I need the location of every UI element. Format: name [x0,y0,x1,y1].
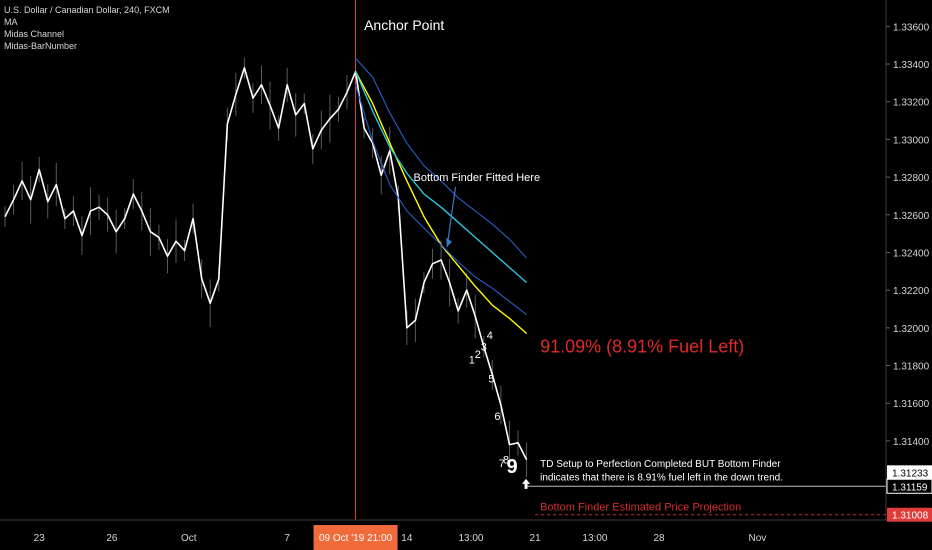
x-tick-label: Oct [181,533,197,544]
series-line-midas-lower [355,84,527,316]
td-bar-number: 5 [488,373,494,385]
annotation-arrowhead [446,237,453,247]
x-tick-label: 28 [654,533,666,544]
up-arrow-icon [522,478,531,489]
x-tick-label: 14 [401,533,413,544]
y-tick-label: 1.33000 [893,135,930,146]
y-tick-label: 1.32600 [893,211,930,222]
y-tick-label: 1.31400 [893,437,930,448]
x-tick-label: 13:00 [458,533,483,544]
y-tick-label: 1.33400 [893,60,930,71]
td-bar-number: 7 [499,458,505,470]
td-bar-number: 6 [494,411,500,423]
price-label-box [886,478,932,494]
y-tick-label: 1.32200 [893,286,930,297]
annotation-projection: Bottom Finder Estimated Price Projection [540,502,741,514]
td-bar-number: 9 [506,456,517,478]
annotation-arrow [446,186,457,247]
annotation-anchor-point: Anchor Point [364,17,444,33]
legend-indicator-ma: MA [4,17,18,27]
price-label-text: 1.31008 [892,511,929,522]
legend-indicator-bar-number: Midas-BarNumber [4,41,78,51]
series-line-price [4,67,528,461]
annotations-layer: 1 234 5 6 789 Anchor Point Bottom Finder Fitte… [364,17,783,513]
annotation-td-setup-1: TD Setup to Perfection Completed BUT Bot… [540,459,781,470]
price-label-box [887,465,932,480]
price-label-text: 1.31233 [892,468,929,479]
legend-indicator-midas-channel: Midas Channel [4,29,65,39]
series-line-midas-center [354,71,528,284]
td-bar-number: 8 [503,454,509,466]
td-bar-number: 2 [475,349,481,361]
y-tick-label: 1.33200 [893,98,930,109]
price-label-box [887,507,932,522]
td-bar-number: 3 [481,341,487,353]
y-tick-label: 1.31800 [893,362,930,373]
x-highlight-label: 09 Oct '19 21:00 [319,533,393,544]
x-tick-label: 23 [34,533,46,544]
x-tick-label: 21 [530,533,542,544]
annotation-td-setup-2: indicates that there is 8.91% fuel left … [540,472,783,483]
x-tick-label: 7 [284,533,290,544]
x-tick-label: 13:00 [582,533,607,544]
lines-layer [4,0,886,520]
series-line-midas-upper [355,58,528,259]
td-bar-number: 1 [469,355,475,367]
y-tick-label: 1.32800 [893,173,930,184]
y-tick-label: 1.33600 [893,22,930,33]
y-tick-label: 1.31600 [893,399,930,410]
td-bar-number: 4 [487,330,493,342]
legend-symbol: U.S. Dollar / Canadian Dollar, 240, FXCM [4,5,170,15]
x-tick-label: 26 [106,533,118,544]
y-tick-label: 1.32000 [893,324,930,335]
y-tick-label: 1.32400 [893,248,930,259]
chart-legend: U.S. Dollar / Canadian Dollar, 240, FXCM… [4,4,170,52]
annotation-fuel: 91.09% (8.91% Fuel Left) [540,336,744,356]
x-tick-label: Nov [749,533,767,544]
price-label-text: 1.31159 [892,482,928,493]
x-highlight-box [313,525,398,550]
annotation-bottom-finder: Bottom Finder Fitted Here [414,172,541,184]
